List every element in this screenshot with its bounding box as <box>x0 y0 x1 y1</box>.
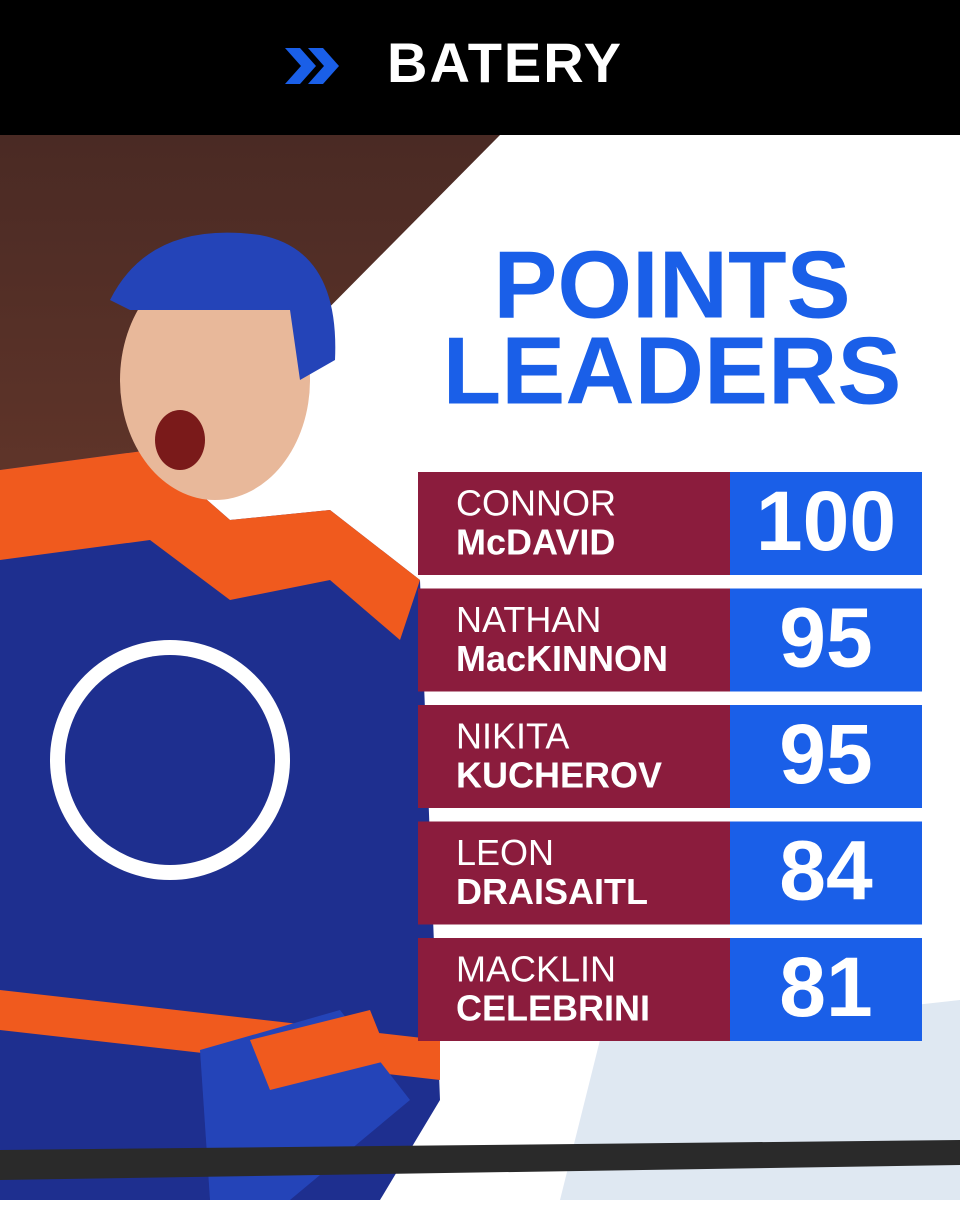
mouth <box>155 410 205 470</box>
player <box>0 232 960 1200</box>
points-cell <box>730 705 922 808</box>
points: 84 <box>779 824 873 918</box>
glove-cuff <box>250 1010 390 1090</box>
helmet <box>110 232 336 380</box>
points: 100 <box>756 474 896 568</box>
crest-inner <box>65 655 275 865</box>
points-cell <box>730 472 922 575</box>
points-cell <box>730 588 922 692</box>
header-bar <box>0 0 960 135</box>
points-cell <box>730 938 922 1041</box>
last-name: McDAVID <box>456 522 615 563</box>
title-line: POINTS <box>493 231 850 338</box>
logo-arrow <box>285 48 316 84</box>
last-name: CELEBRINI <box>456 988 650 1029</box>
name-cell <box>418 821 730 925</box>
last-name: KUCHEROV <box>456 755 662 796</box>
first-name: LEON <box>456 832 554 873</box>
logo: BATERY <box>387 31 623 94</box>
first-name: MACKLIN <box>456 949 616 990</box>
points: 81 <box>779 940 872 1034</box>
name-cell <box>418 938 730 1041</box>
first-name: NATHAN <box>456 599 601 640</box>
title-line: LEADERS <box>443 317 902 424</box>
name-cell <box>418 705 730 808</box>
name-cell <box>418 588 730 692</box>
points: 95 <box>779 591 872 685</box>
last-name: MacKINNON <box>456 638 668 679</box>
shoulders <box>0 450 420 640</box>
stick <box>0 1140 960 1180</box>
first-name: CONNOR <box>456 483 616 524</box>
first-name: NIKITA <box>456 716 569 757</box>
last-name: DRAISAITL <box>456 871 648 912</box>
points-cell <box>730 821 922 925</box>
logo-arrow <box>308 48 339 84</box>
name-cell <box>418 472 730 575</box>
points: 95 <box>779 707 872 801</box>
